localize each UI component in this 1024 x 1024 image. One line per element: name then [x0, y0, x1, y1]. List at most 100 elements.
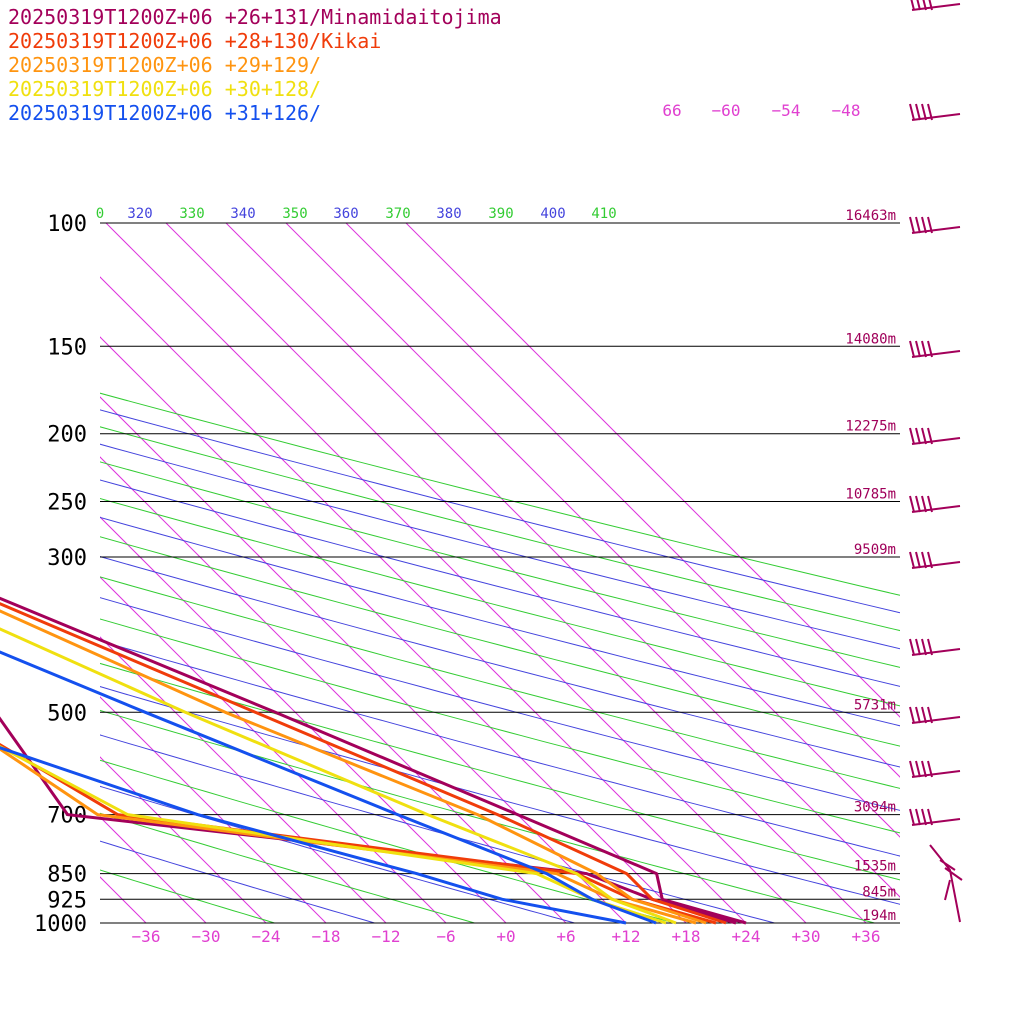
wind-barb-lower	[929, 844, 963, 923]
isotherm-line	[165, 223, 867, 923]
wind-barb-flag	[915, 760, 921, 778]
pressure-label: 925	[47, 888, 87, 913]
theta-label: 390	[488, 206, 513, 222]
wind-barb-flag	[921, 216, 927, 234]
legend-entry: 20250319T1200Z+06 +28+130/Kikai	[8, 29, 381, 53]
wind-barb-flag	[915, 340, 921, 358]
dry-adiabat-line	[100, 556, 900, 768]
wind-barb-flag	[909, 760, 915, 778]
legend-entry: 20250319T1200Z+06 +29+129/	[8, 53, 321, 77]
pressure-label: 100	[47, 212, 87, 237]
dewpoint-series-5	[0, 746, 627, 925]
temperature-series-2	[0, 602, 727, 925]
wind-barb-flag	[921, 427, 927, 445]
wind-barb-flag	[909, 706, 915, 724]
wind-barb-flag	[909, 808, 915, 826]
height-label: 3094m	[854, 800, 896, 816]
wind-barb-flag	[921, 706, 927, 724]
theta-label: 0	[96, 206, 104, 222]
isotherm-line	[100, 396, 627, 923]
wind-barb-flag	[910, 0, 915, 11]
temperature-series-1	[0, 596, 747, 925]
height-label: 5731m	[854, 697, 896, 713]
temperature-tick-label: −6	[436, 927, 455, 946]
dry-adiabat-line	[100, 618, 900, 834]
wind-barb-flag	[921, 808, 927, 826]
wind-barb-flag	[915, 103, 921, 121]
temperature-tick-label: +24	[732, 927, 761, 946]
wind-barb-flag	[909, 340, 915, 358]
wind-barb-flag	[909, 551, 915, 569]
dewpoint-series-3	[0, 747, 697, 925]
wind-barb-flag	[927, 495, 933, 513]
dry-adiabat-line	[100, 640, 900, 857]
wind-barb-flag	[909, 638, 915, 656]
isotherm-line	[100, 696, 327, 923]
wind-barb-flag	[921, 103, 927, 121]
dewpoint-series-2	[0, 743, 717, 925]
isotherm-line	[100, 276, 747, 923]
temperature-tick-label: +30	[792, 927, 821, 946]
wind-barb-flag	[927, 638, 933, 656]
wind-barb-flag	[915, 706, 921, 724]
isotherm-line	[100, 756, 267, 923]
pressure-label: 250	[47, 491, 87, 516]
isotherm-line	[105, 223, 807, 923]
upper-temperature-label: −60	[712, 101, 741, 120]
theta-label: 350	[282, 206, 307, 222]
temperature-tick-label: −24	[252, 927, 281, 946]
theta-label: 370	[385, 206, 410, 222]
pressure-label: 150	[47, 335, 87, 360]
wind-barb-flag	[915, 495, 921, 513]
wind-barb-flag	[915, 638, 921, 656]
temperature-tick-label: +12	[612, 927, 641, 946]
dry-adiabat-line	[100, 536, 900, 747]
wind-barb-flag	[915, 216, 921, 234]
upper-temperature-label: −48	[832, 101, 861, 120]
theta-label: 320	[127, 206, 152, 222]
pressure-label: 500	[47, 701, 87, 726]
theta-label: 330	[179, 206, 204, 222]
wind-barb-flag	[915, 808, 921, 826]
temperature-series-4	[0, 627, 677, 925]
temperature-tick-label: +0	[496, 927, 515, 946]
height-label: 194m	[862, 908, 896, 924]
theta-label: 410	[591, 206, 616, 222]
temperature-tick-label: +6	[556, 927, 575, 946]
isotherm-line	[345, 223, 900, 778]
temperature-tick-label: −36	[132, 927, 161, 946]
legend-entry: 20250319T1200Z+06 +31+126/	[8, 101, 321, 125]
height-label: 14080m	[845, 331, 896, 347]
height-label: 12275m	[845, 419, 896, 435]
isotherm-line	[100, 456, 567, 923]
upper-temperature-label: 66	[662, 101, 681, 120]
wind-barb-flag	[921, 638, 927, 656]
isotherm-line	[100, 336, 687, 923]
isotherm-line	[405, 223, 900, 718]
dry-adiabat-line	[100, 576, 900, 789]
wind-barb-flag	[921, 495, 927, 513]
pressure-label: 300	[47, 546, 87, 571]
pressure-label: 1000	[34, 912, 87, 937]
isotherm-line	[285, 223, 900, 838]
height-label: 845m	[862, 884, 896, 900]
theta-label: 340	[230, 206, 255, 222]
isotherm-line	[100, 636, 387, 923]
temperature-series-5	[0, 650, 657, 925]
wind-barb-flag	[921, 551, 927, 569]
isotherm-line	[100, 576, 447, 923]
height-label: 16463m	[845, 208, 896, 224]
isotherm-line	[100, 516, 507, 923]
wind-barb-flag	[927, 340, 933, 358]
wind-barb-flag	[927, 103, 933, 121]
wind-barb-flag	[909, 427, 915, 445]
isotherm-line	[225, 223, 900, 898]
height-label: 1535m	[854, 859, 896, 875]
wind-barb-flag	[921, 340, 927, 358]
wind-barb-flag	[927, 551, 933, 569]
temperature-tick-label: −12	[372, 927, 401, 946]
wind-barb-flag	[915, 427, 921, 445]
theta-label: 380	[436, 206, 461, 222]
